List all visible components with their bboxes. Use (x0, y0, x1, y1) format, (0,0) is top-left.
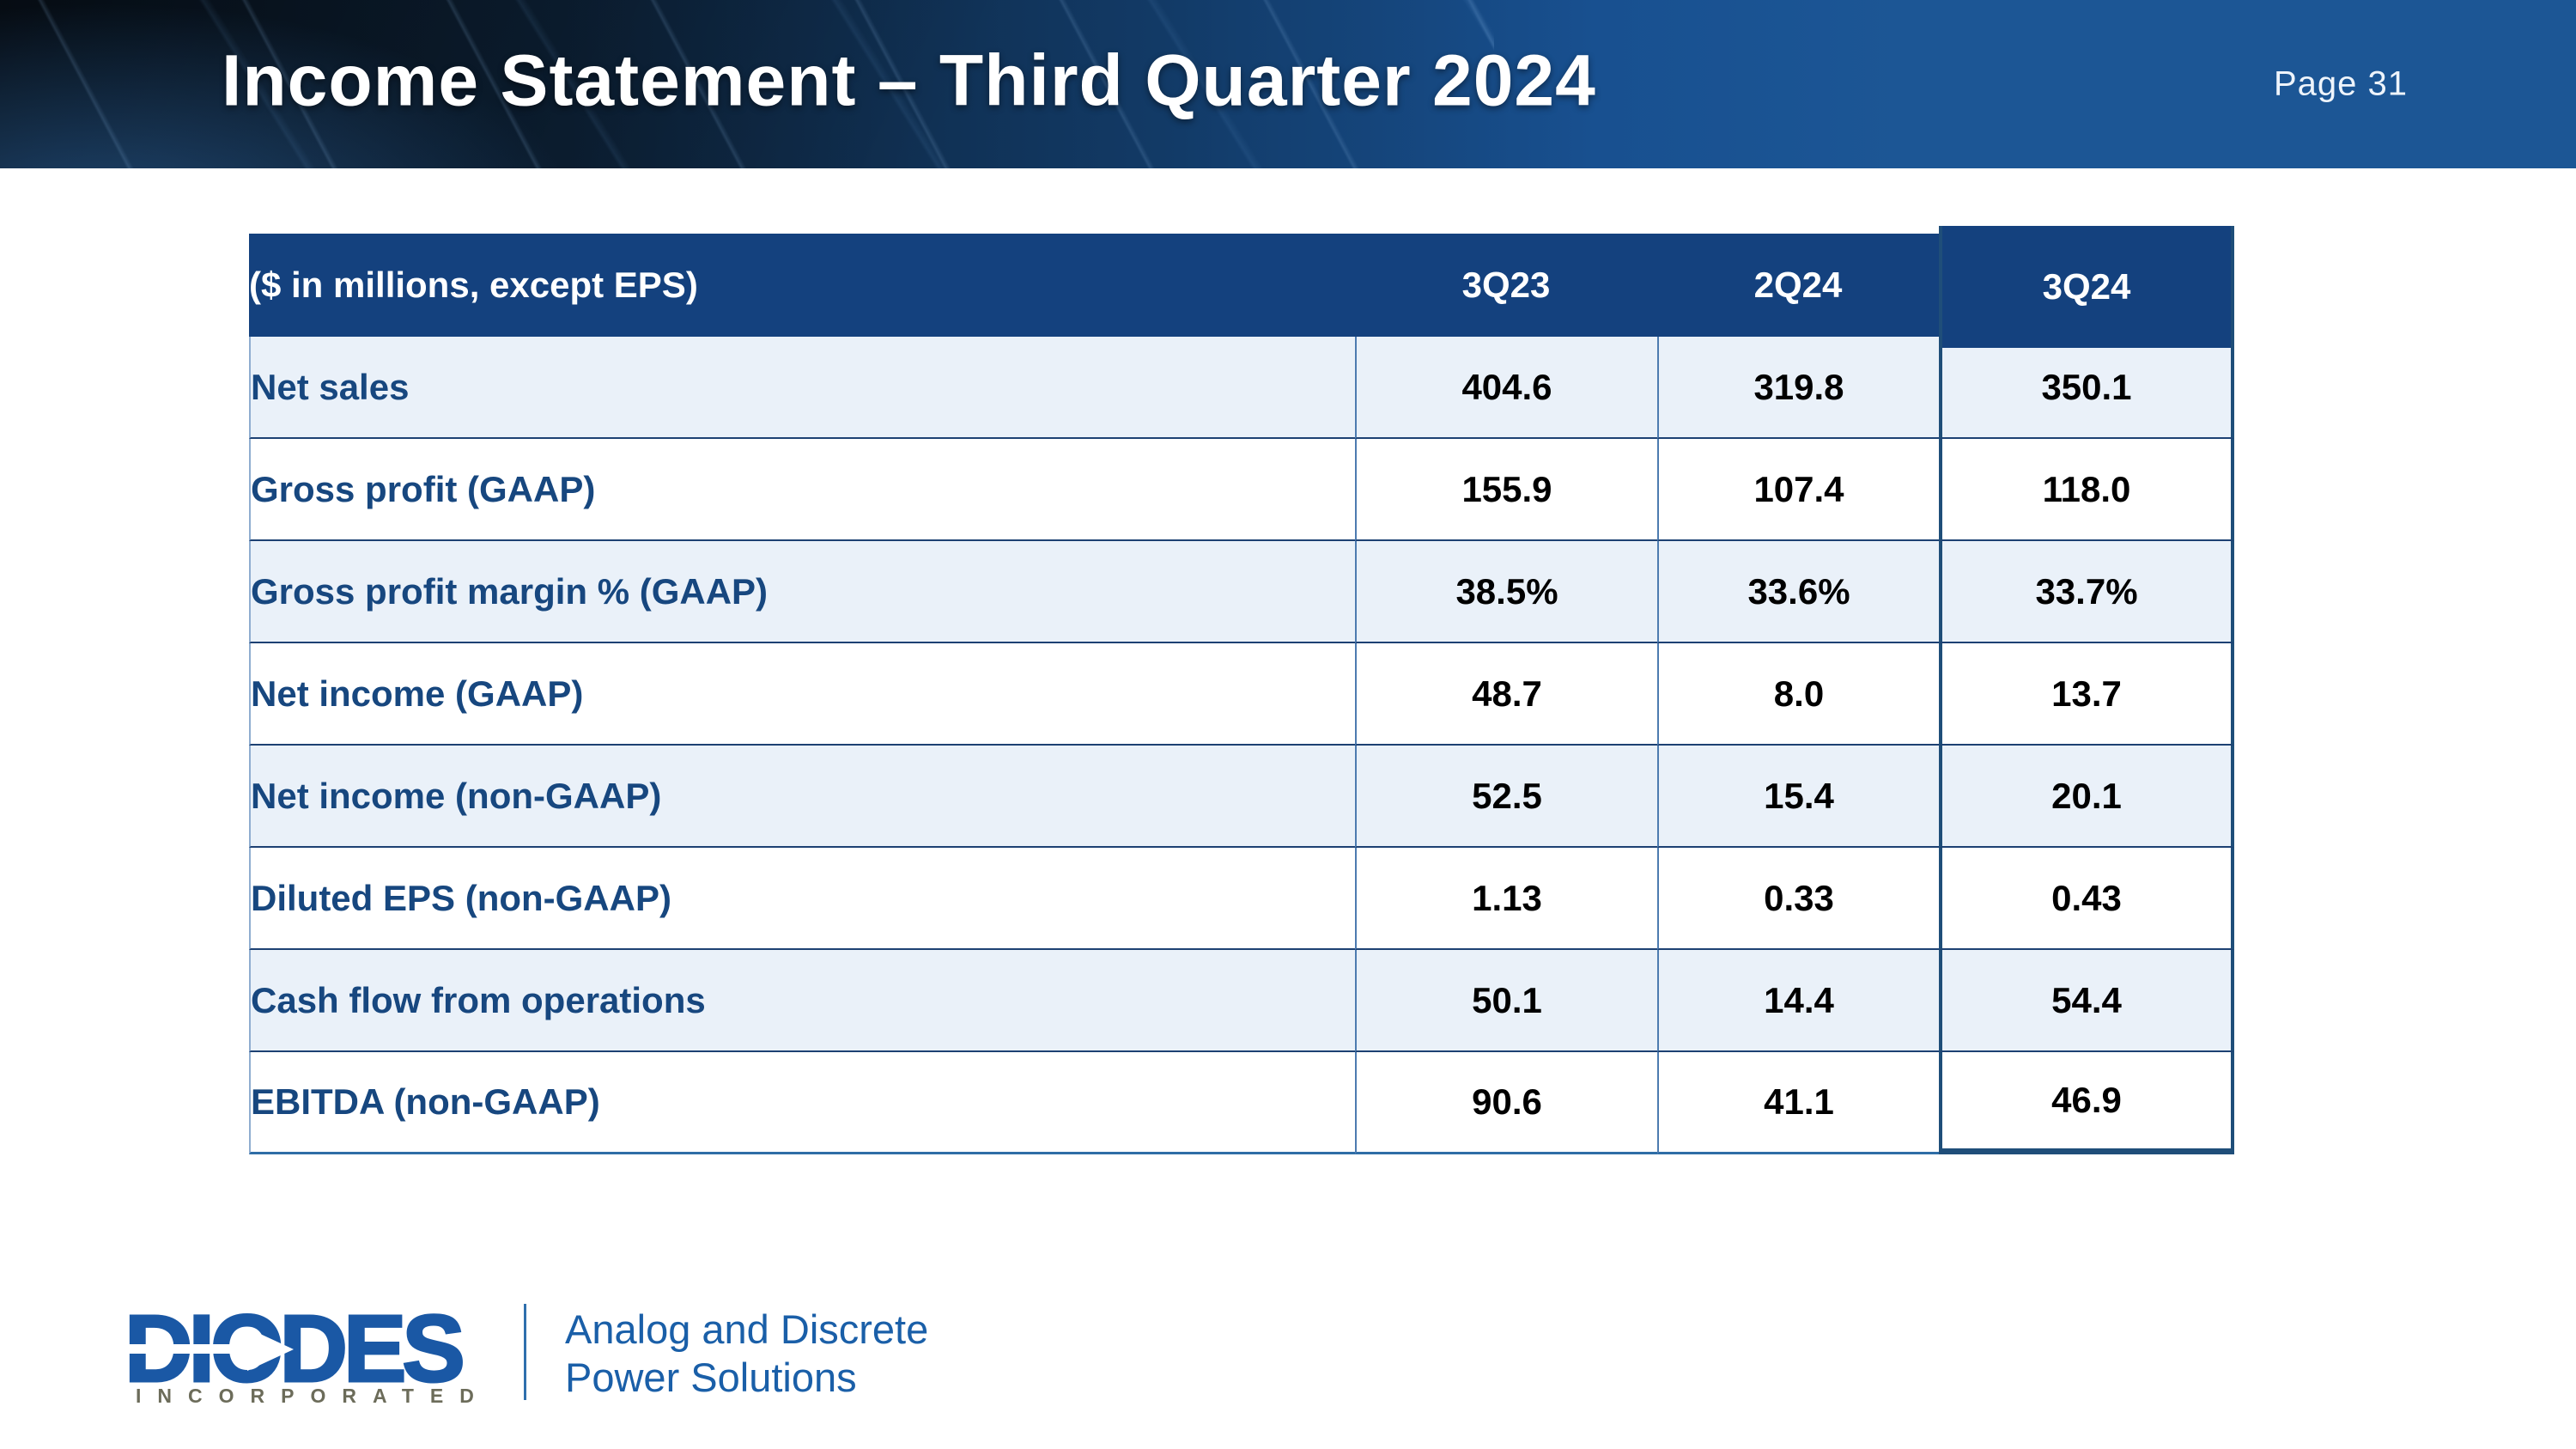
cell-value: 404.6 (1355, 337, 1657, 439)
table-row: Net income (non-GAAP) 52.5 15.4 20.1 (249, 746, 2234, 848)
tagline-line-1: Analog and Discrete (565, 1306, 929, 1352)
row-label: Gross profit margin % (GAAP) (249, 541, 1355, 643)
banner-texture (0, 0, 1494, 168)
table-header-row: ($ in millions, except EPS) 3Q23 2Q24 3Q… (249, 226, 2234, 348)
cell-value: 38.5% (1355, 541, 1657, 643)
footer-divider (524, 1304, 526, 1400)
row-label: Net income (non-GAAP) (249, 746, 1355, 848)
row-label: Net sales (249, 337, 1355, 439)
income-statement-table: ($ in millions, except EPS) 3Q23 2Q24 3Q… (249, 226, 2234, 1154)
cell-value-highlight: 0.43 (1939, 848, 2234, 950)
table-row: EBITDA (non-GAAP) 90.6 41.1 46.9 (249, 1052, 2234, 1154)
diode-symbol-line (129, 1344, 247, 1354)
column-header-3q24: 3Q24 (1939, 226, 2234, 348)
page-title: Income Statement – Third Quarter 2024 (222, 40, 1596, 121)
diodes-logo: DIODES (129, 1299, 468, 1402)
cell-value: 90.6 (1355, 1052, 1657, 1154)
logo-incorporated-text: INCORPORATED (136, 1385, 490, 1407)
highlight-column-label: 3Q24 (2042, 266, 2131, 307)
page-number: Page 31 (2273, 64, 2408, 103)
cell-value-highlight: 118.0 (1939, 439, 2234, 541)
cell-value: 14.4 (1657, 950, 1939, 1052)
cell-value: 155.9 (1355, 439, 1657, 541)
cell-value: 50.1 (1355, 950, 1657, 1052)
header-banner: Income Statement – Third Quarter 2024 Pa… (0, 0, 2576, 168)
cell-value: 107.4 (1657, 439, 1939, 541)
table-row: Cash flow from operations 50.1 14.4 54.4 (249, 950, 2234, 1052)
column-header-3q23: 3Q23 (1355, 234, 1657, 337)
cell-value: 0.33 (1657, 848, 1939, 950)
row-label: Cash flow from operations (249, 950, 1355, 1052)
column-header-2q24: 2Q24 (1657, 234, 1939, 337)
highlight-column-header-box: 3Q24 (1939, 226, 2234, 348)
table-row: Gross profit margin % (GAAP) 38.5% 33.6%… (249, 541, 2234, 643)
company-tagline: Analog and Discrete Power Solutions (565, 1306, 928, 1403)
cell-value: 33.6% (1657, 541, 1939, 643)
row-label: Gross profit (GAAP) (249, 439, 1355, 541)
table-row: Diluted EPS (non-GAAP) 1.13 0.33 0.43 (249, 848, 2234, 950)
row-label: Net income (GAAP) (249, 643, 1355, 746)
table-row: Net sales 404.6 319.8 350.1 (249, 337, 2234, 439)
tagline-line-2: Power Solutions (565, 1355, 857, 1401)
cell-value: 8.0 (1657, 643, 1939, 746)
unit-header-cell: ($ in millions, except EPS) (249, 234, 1355, 337)
cell-value: 319.8 (1657, 337, 1939, 439)
table-row: Gross profit (GAAP) 155.9 107.4 118.0 (249, 439, 2234, 541)
cell-value-highlight: 13.7 (1939, 643, 2234, 746)
cell-value: 15.4 (1657, 746, 1939, 848)
row-label: EBITDA (non-GAAP) (249, 1052, 1355, 1154)
cell-value: 1.13 (1355, 848, 1657, 950)
cell-value: 41.1 (1657, 1052, 1939, 1154)
cell-value-highlight: 54.4 (1939, 950, 2234, 1052)
table-row: Net income (GAAP) 48.7 8.0 13.7 (249, 643, 2234, 746)
diode-symbol-arrow-icon (247, 1328, 294, 1371)
cell-value-highlight: 46.9 (1939, 1052, 2234, 1154)
cell-value: 48.7 (1355, 643, 1657, 746)
cell-value-highlight: 350.1 (1939, 337, 2234, 439)
cell-value-highlight: 20.1 (1939, 746, 2234, 848)
cell-value: 52.5 (1355, 746, 1657, 848)
cell-value-highlight: 33.7% (1939, 541, 2234, 643)
row-label: Diluted EPS (non-GAAP) (249, 848, 1355, 950)
